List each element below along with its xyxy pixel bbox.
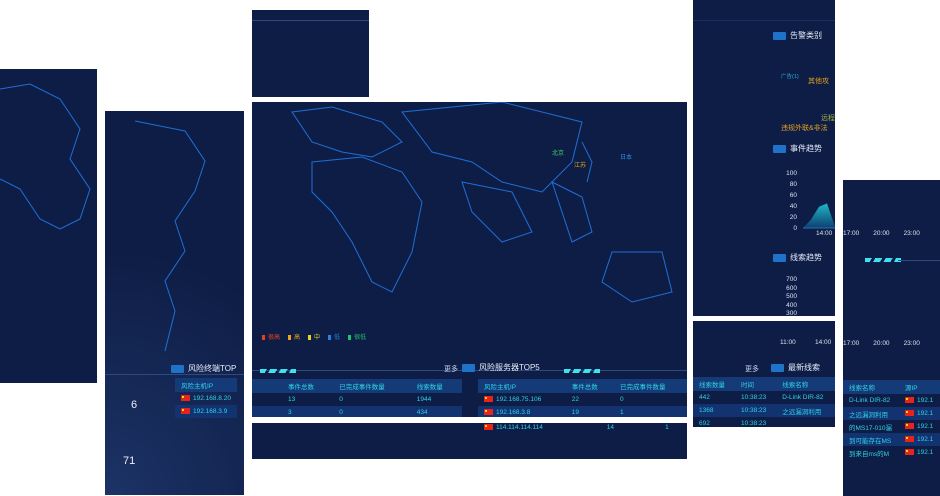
table-row[interactable]: 的MS17-010漏 192.1 [849, 423, 934, 432]
latest-clues-table-cont: 线索名称 源IP D-Link DIR-82 192.1 之远漏洞利用 192.1 的… [843, 380, 940, 459]
china-flag-icon [181, 408, 190, 415]
risk-server-header: 风险服务器TOP5 [462, 362, 540, 373]
alarm-category-header: 告警类别 [773, 30, 822, 41]
table-row[interactable]: 之远漏洞利用 192.1 [843, 407, 940, 420]
chart-icon [773, 144, 786, 153]
world-map [291, 102, 673, 303]
risk-terminal-header: 风险终端TOP [171, 363, 236, 374]
table-row[interactable]: 442 10:38:23 D-Link DIR-82 [699, 394, 824, 401]
risk-terminal-more-link[interactable]: 更多 [444, 366, 458, 373]
risk-legend: 很高 高 中 低 很低 [262, 332, 366, 341]
world-map-panel: 北京 江苏 日本 很高 高 中 低 很低 更多 风险服务器TOP5 事件总数 已完… [252, 102, 687, 417]
table-row[interactable]: 114.114.114.114 14 1 [478, 423, 687, 434]
china-flag-icon [904, 397, 914, 404]
coastline-map [0, 83, 91, 230]
axis-tick: 20:00 [873, 230, 890, 237]
axis-tick: 400 [786, 301, 797, 309]
legend-item[interactable]: 低 [328, 332, 340, 341]
table-row[interactable]: 到可能存在MS 192.1 [843, 433, 940, 446]
table-row[interactable]: 692 10:38:23 [699, 420, 767, 427]
latest-clues-header: 最新线索 [771, 362, 820, 373]
axis-tick: 0 [793, 225, 797, 232]
china-flag-icon [484, 396, 493, 403]
table-row[interactable]: 到来自ms的M 192.1 [849, 449, 934, 458]
table-row[interactable]: 3 0 434 [252, 406, 462, 417]
chart-icon [171, 364, 184, 373]
table-row[interactable]: 13 0 1944 [288, 396, 432, 403]
risk-server-table: 风险主机IP 事件总数 已完成事件数量 192.168.75.106 22 0 192.… [478, 379, 687, 417]
china-flag-icon [484, 424, 493, 431]
event-trend-x-tick: 14:00 [816, 230, 833, 237]
pie-label: 广告(1) [781, 74, 799, 80]
table-row[interactable]: 192.168.75.106 22 0 [478, 393, 687, 406]
china-flag-icon [904, 410, 914, 417]
right-panel: 告警类别 广告(1) 其他攻 远程 违规外联&非法 事件趋势 线索趋势 100 8… [693, 0, 835, 316]
china-flag-icon [181, 395, 190, 402]
axis-tick: 600 [786, 284, 797, 292]
axis-tick: 300 [786, 310, 797, 316]
table-row[interactable]: 1368 10:38:23 之远漏洞利用 [693, 404, 835, 417]
axis-tick: 20:00 [873, 340, 890, 347]
event-trend-chart [803, 203, 835, 229]
map-label-beijing: 北京 [552, 151, 565, 157]
pie-label: 违规外联&非法 [781, 125, 828, 132]
china-flag-icon [904, 449, 914, 456]
pie-label: 远程 [821, 115, 835, 122]
legend-item[interactable]: 很高 [262, 332, 280, 341]
latest-clues-table: 线索数量 时间 线索名称 442 10:38:23 D-Link DIR-82 1368… [693, 377, 835, 427]
top-fragment [252, 10, 369, 97]
americas-map [134, 120, 206, 352]
axis-tick: 17:00 [843, 230, 860, 237]
event-trend-header: 事件趋势 [773, 143, 822, 154]
axis-tick: 100 [786, 170, 797, 177]
clues-panel: 11:00 14:00 更多 最新线索 线索数量 时间 线索名称 442 10:38:… [693, 321, 835, 427]
map-fragment-left [0, 69, 97, 383]
axis-tick: 17:00 [843, 340, 860, 347]
legend-item[interactable]: 高 [288, 332, 300, 341]
axis-tick: 40 [789, 203, 797, 210]
table-row[interactable]: 192.168.3.9 [175, 405, 237, 418]
chart-icon [771, 363, 784, 372]
china-flag-icon [904, 423, 914, 430]
event-trend-area [803, 203, 835, 228]
axis-tick: 60 [789, 192, 797, 199]
risk-terminal-table: 事件总数 已完成事件数量 线索数量 13 0 1944 3 0 434 [252, 379, 462, 417]
risk-terminal-table-left: 风险主机IP 192.168.8.20 192.168.3.9 [175, 378, 237, 418]
clue-trend-header: 线索趋势 [773, 252, 822, 263]
axis-tick: 23:00 [903, 340, 920, 347]
table-row[interactable]: D-Link DIR-82 192.1 [849, 397, 934, 404]
globe-value-b: 71 [123, 455, 136, 467]
axis-tick: 80 [789, 181, 797, 188]
china-flag-icon [484, 409, 493, 416]
legend-item[interactable]: 中 [308, 332, 320, 341]
legend-item[interactable]: 很低 [348, 332, 366, 341]
chart-icon [462, 363, 475, 372]
chart-icon [773, 31, 786, 40]
risk-server-table-cont: 114.114.114.114 14 1 [478, 423, 687, 434]
table-row[interactable]: 192.168.8.20 [175, 392, 237, 405]
risk-server-more-link[interactable]: 更多 [745, 366, 759, 373]
axis-tick: 500 [786, 293, 797, 301]
globe-fragment: 6 71 风险终端TOP 风险主机IP 192.168.8.20 192.168… [105, 111, 244, 495]
axis-tick: 20 [789, 214, 797, 221]
bottom-strip: 114.114.114.114 14 1 [252, 423, 687, 459]
chart-icon [773, 253, 786, 262]
axis-tick: 700 [786, 276, 797, 283]
right-edge-panel: 线索名称 源IP D-Link DIR-82 192.1 之远漏洞利用 192.1 的… [843, 180, 940, 496]
pie-label: 其他攻 [808, 78, 829, 85]
axis-tick: 23:00 [903, 230, 920, 237]
globe-value-a: 6 [131, 399, 138, 411]
clue-trend-x-tick: 14:00 [815, 339, 832, 346]
table-row[interactable]: 192.168.3.8 19 1 [478, 406, 687, 417]
map-label-japan: 日本 [620, 155, 633, 161]
china-flag-icon [904, 436, 914, 443]
map-label-jiangsu: 江苏 [574, 163, 587, 169]
